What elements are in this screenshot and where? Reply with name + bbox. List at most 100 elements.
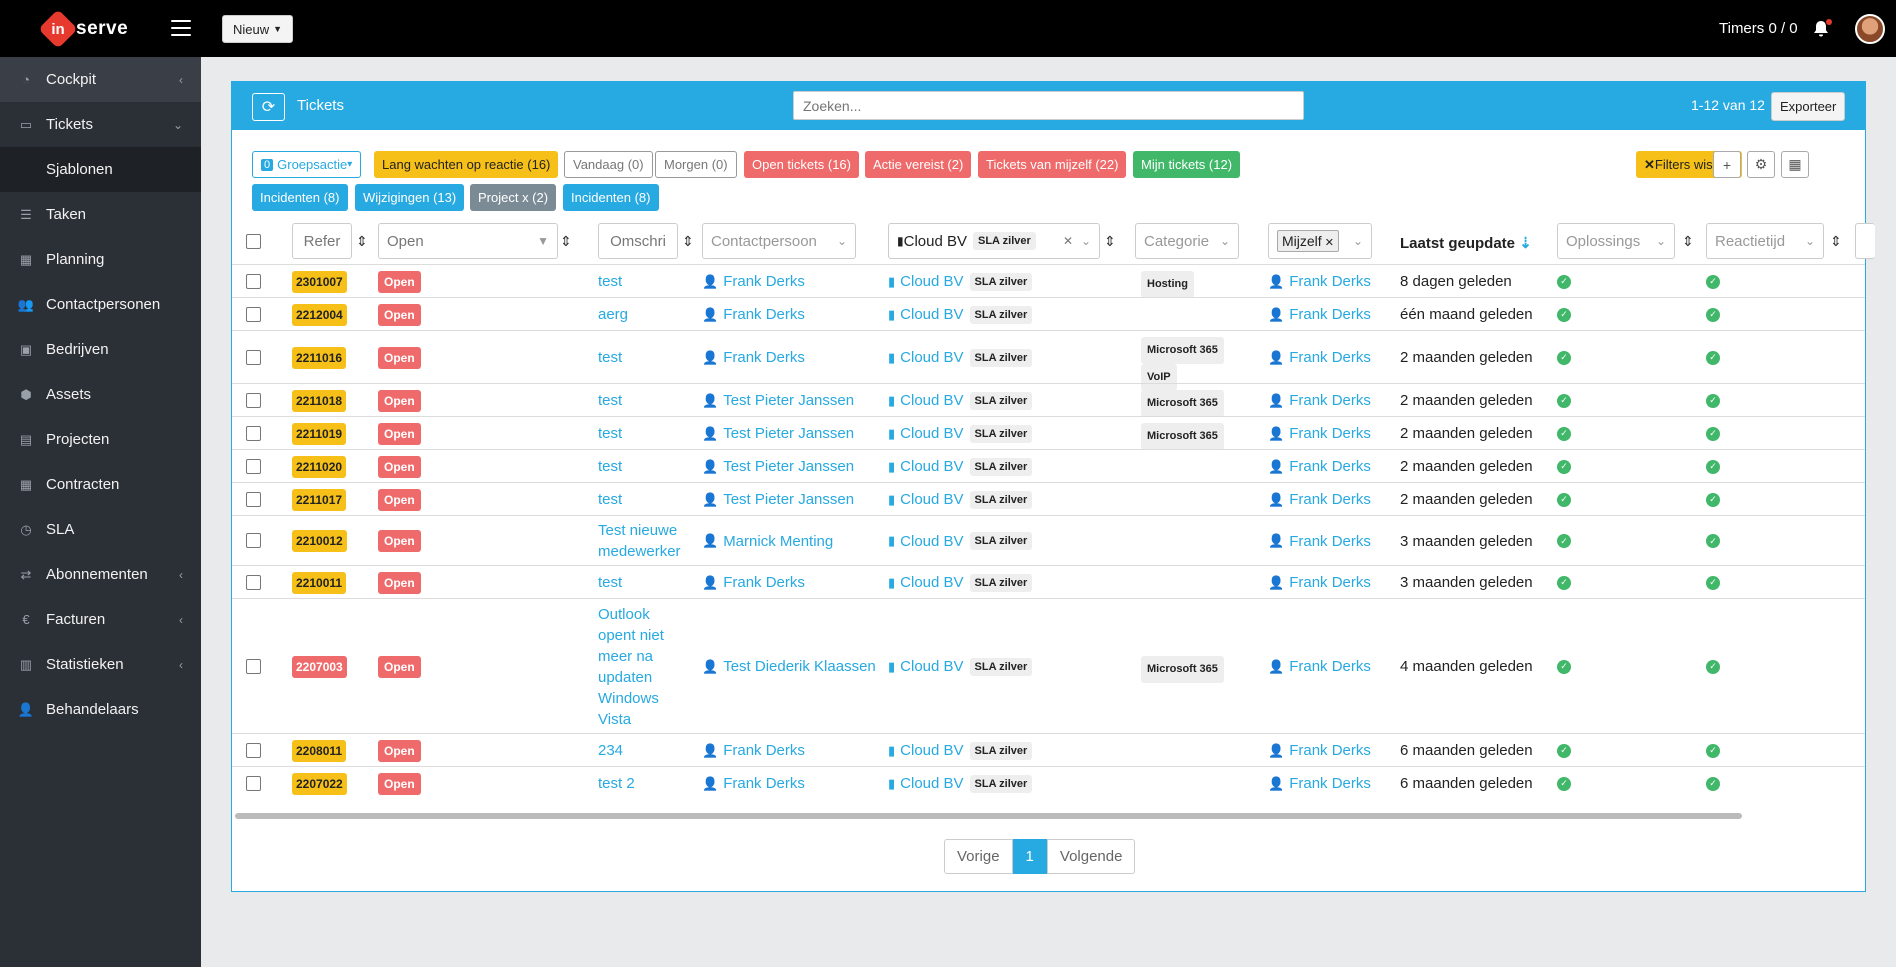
ticket-description[interactable]: test xyxy=(598,574,623,591)
contact-link[interactable]: Test Pieter Janssen xyxy=(723,425,855,442)
assignee-link[interactable]: Frank Derks xyxy=(1289,491,1371,508)
next-page-button[interactable]: Volgende xyxy=(1046,839,1136,874)
table-row[interactable]: 2301007 Open test 👤 Frank Derks ▮ Cloud BV SLA … xyxy=(232,264,1865,298)
company-link[interactable]: Cloud BV xyxy=(900,491,964,508)
assignee-link[interactable]: Frank Derks xyxy=(1289,775,1371,792)
table-row[interactable]: 2211019 Open test 👤 Test Pieter Janssen ▮ Clou… xyxy=(232,416,1865,450)
company-link[interactable]: Cloud BV xyxy=(900,425,964,442)
sidebar-item-behandelaars[interactable]: 👤 Behandelaars xyxy=(0,687,201,732)
filter-chip[interactable]: Project x (2) xyxy=(470,184,557,211)
sidebar-item-contracten[interactable]: ▦ Contracten xyxy=(0,462,201,507)
ticket-description[interactable]: aerg xyxy=(598,306,629,323)
assignee-link[interactable]: Frank Derks xyxy=(1289,306,1371,323)
ticket-description[interactable]: opent niet xyxy=(598,626,664,644)
page-1-button[interactable]: 1 xyxy=(1012,839,1047,874)
close-icon[interactable]: ✕ xyxy=(1321,237,1334,249)
updated-header[interactable]: Laatst geupdate ⇣ xyxy=(1400,234,1532,252)
sidebar-item-bedrijven[interactable]: ▣ Bedrijven xyxy=(0,327,201,372)
ticket-ref-badge[interactable]: 2211017 xyxy=(292,488,347,511)
app-logo[interactable]: in serve xyxy=(38,9,128,49)
ticket-ref-badge[interactable]: 2211016 xyxy=(292,346,347,369)
company-link[interactable]: Cloud BV xyxy=(900,392,964,409)
filter-chip[interactable]: Tickets van mijzelf (22) xyxy=(978,151,1127,178)
row-checkbox[interactable] xyxy=(246,458,261,474)
ticket-description[interactable]: test xyxy=(598,425,623,442)
ticket-description[interactable]: meer na xyxy=(598,647,654,665)
status-filter[interactable]: Open ▼ xyxy=(378,223,558,259)
table-row[interactable]: 2212004 Open aerg 👤 Frank Derks ▮ Cloud BV SLA … xyxy=(232,297,1865,330)
table-row[interactable]: 2210011 Open test 👤 Frank Derks ▮ Cloud BV SLA … xyxy=(232,565,1865,598)
contact-link[interactable]: Test Pieter Janssen xyxy=(723,392,855,409)
company-link[interactable]: Cloud BV xyxy=(900,574,964,591)
ticket-description[interactable]: test 2 xyxy=(598,775,635,792)
avatar[interactable] xyxy=(1855,14,1885,44)
ticket-ref-badge[interactable]: 2207022 xyxy=(292,772,347,795)
company-link[interactable]: Cloud BV xyxy=(900,775,964,792)
filter-chip[interactable]: Wijzigingen (13) xyxy=(355,184,465,211)
ref-filter[interactable]: Refer xyxy=(292,223,352,259)
ticket-ref-badge[interactable]: 2210012 xyxy=(292,530,347,552)
company-link[interactable]: Cloud BV xyxy=(900,458,964,475)
row-checkbox[interactable] xyxy=(246,742,261,758)
sidebar-item-contactpersonen[interactable]: 👥 Contactpersonen xyxy=(0,282,201,327)
filter-chip[interactable]: Actie vereist (2) xyxy=(865,151,972,178)
select-all-checkbox[interactable] xyxy=(246,234,261,249)
bell-icon[interactable] xyxy=(1812,19,1832,38)
ticket-description[interactable]: test xyxy=(598,349,623,366)
table-row[interactable]: 2211017 Open test 👤 Test Pieter Janssen ▮ Clou… xyxy=(232,482,1865,515)
solution-filter[interactable]: Oplossings ⌄ xyxy=(1557,223,1675,259)
assignee-link[interactable]: Frank Derks xyxy=(1289,392,1371,409)
assignee-link[interactable]: Frank Derks xyxy=(1289,532,1371,550)
sidebar-item-assets[interactable]: ⬢ Assets xyxy=(0,372,201,417)
ticket-ref-badge[interactable]: 2211018 xyxy=(292,389,347,412)
contact-link[interactable]: Test Pieter Janssen xyxy=(723,458,855,475)
ticket-ref-badge[interactable]: 2301007 xyxy=(292,270,347,293)
sort-icon[interactable]: ⇕ xyxy=(1830,233,1842,249)
assignee-link[interactable]: Frank Derks xyxy=(1289,658,1371,675)
ticket-description[interactable]: test xyxy=(598,273,623,290)
assignee-link[interactable]: Frank Derks xyxy=(1289,425,1371,442)
sort-icon[interactable]: ⇕ xyxy=(1104,233,1116,249)
sidebar-item-statistieken[interactable]: ▥ Statistieken ‹ xyxy=(0,642,201,687)
columns-icon[interactable]: ▦ xyxy=(1781,151,1809,178)
sort-icon[interactable]: ⇕ xyxy=(682,233,694,249)
contact-link[interactable]: Test Diederik Klaassen xyxy=(723,658,876,675)
plus-icon[interactable]: + xyxy=(1713,151,1741,178)
sidebar-item-sjablonen[interactable]: Sjablonen xyxy=(0,147,201,192)
sidebar-item-cockpit[interactable]: ◔ Cockpit ‹ xyxy=(0,57,201,102)
table-row[interactable]: 2211020 Open test 👤 Test Pieter Janssen ▮ Clou… xyxy=(232,449,1865,482)
description-filter[interactable]: Omschri xyxy=(598,223,678,259)
row-checkbox[interactable] xyxy=(246,425,261,441)
table-row[interactable]: 2211016 Open test 👤 Frank Derks ▮ Cloud BV SLA … xyxy=(232,330,1865,391)
ticket-ref-badge[interactable]: 2211020 xyxy=(292,455,347,478)
sidebar-item-projecten[interactable]: ▤ Projecten xyxy=(0,417,201,462)
table-row[interactable]: 2210012 Open Test nieuwe medewerker 👤 Marnick… xyxy=(232,515,1865,565)
ticket-description[interactable]: medewerker xyxy=(598,543,681,560)
contact-link[interactable]: Frank Derks xyxy=(723,775,805,792)
export-button[interactable]: Exporteer xyxy=(1771,92,1846,121)
ticket-ref-badge[interactable]: 2207003 xyxy=(292,655,347,678)
sort-icon[interactable]: ⇕ xyxy=(560,233,572,249)
contact-link[interactable]: Frank Derks xyxy=(723,306,805,323)
table-row[interactable]: 2207022 Open test 2 👤 Frank Derks ▮ Cloud BV SL… xyxy=(232,766,1865,799)
ticket-description[interactable]: test xyxy=(598,491,623,508)
assignee-link[interactable]: Frank Derks xyxy=(1289,742,1371,759)
ticket-description[interactable]: Vista xyxy=(598,710,632,728)
company-link[interactable]: Cloud BV xyxy=(900,273,964,290)
filter-chip[interactable]: Vandaag (0) xyxy=(564,151,653,178)
sort-icon[interactable]: ⇕ xyxy=(1682,233,1694,249)
company-filter[interactable]: ▮ Cloud BV SLA zilver ✕ ⌄ xyxy=(888,223,1100,259)
row-checkbox[interactable] xyxy=(246,533,261,548)
row-checkbox[interactable] xyxy=(246,273,261,289)
row-checkbox[interactable] xyxy=(246,491,261,507)
filter-chip[interactable]: Incidenten (8) xyxy=(252,184,348,211)
prev-page-button[interactable]: Vorige xyxy=(944,839,1013,874)
assignee-link[interactable]: Frank Derks xyxy=(1289,458,1371,475)
table-row[interactable]: 2211018 Open test 👤 Test Pieter Janssen ▮ Clou… xyxy=(232,383,1865,417)
company-link[interactable]: Cloud BV xyxy=(900,742,964,759)
row-checkbox[interactable] xyxy=(246,775,261,791)
ticket-description[interactable]: test xyxy=(598,458,623,475)
row-checkbox[interactable] xyxy=(246,349,261,365)
row-checkbox[interactable] xyxy=(246,392,261,408)
refresh-icon[interactable]: ⟳ xyxy=(252,93,285,121)
